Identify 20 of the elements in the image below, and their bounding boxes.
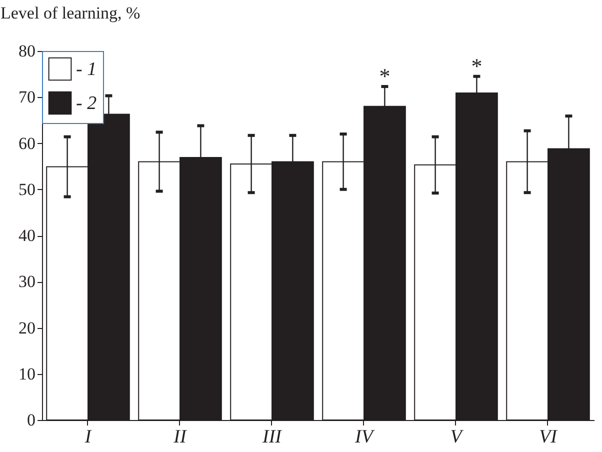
x-tick-label: V (450, 426, 464, 448)
y-tick-label: 80 (18, 42, 36, 60)
x-tick-label: IV (354, 426, 376, 448)
y-tick-label: 20 (18, 318, 36, 338)
y-axis-title: Level of learning, % (0, 4, 140, 22)
legend-label: - 2 (76, 93, 98, 114)
x-tick-label: VI (539, 426, 559, 448)
annotation: * (379, 64, 390, 89)
x-tick-label: II (172, 426, 188, 448)
y-tick-label: 40 (18, 226, 36, 245)
x-tick-label: III (262, 426, 284, 448)
y-tick-label: 0 (27, 410, 36, 430)
y-tick-label: 70 (18, 88, 36, 107)
y-tick-label: 50 (18, 180, 36, 199)
x-tick-label: I (84, 426, 93, 448)
y-tick-label: 60 (18, 134, 36, 153)
annotation: * (471, 53, 482, 78)
y-tick-label: 10 (18, 364, 36, 384)
legend-label: - 1 (76, 59, 97, 80)
y-tick-label: 30 (18, 272, 36, 292)
